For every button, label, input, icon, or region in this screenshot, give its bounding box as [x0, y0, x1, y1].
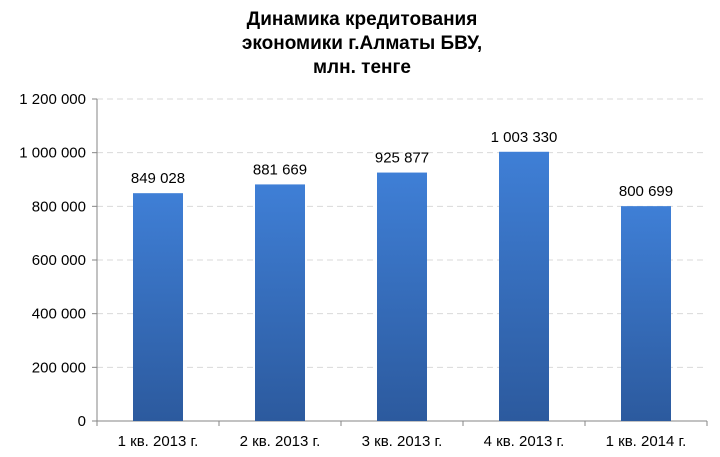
bar	[499, 151, 549, 421]
y-tick-label: 1 000 000	[19, 145, 86, 162]
y-tick-label: 600 000	[32, 252, 86, 269]
data-label: 881 669	[253, 161, 307, 178]
chart-title-line-2: экономики г.Алматы БВУ,	[242, 33, 482, 54]
y-tick-label: 0	[78, 413, 86, 430]
data-label: 849 028	[131, 170, 185, 187]
y-tick-label: 400 000	[32, 306, 86, 323]
chart-title-line-3: млн. тенге	[313, 57, 411, 78]
bar	[255, 184, 305, 421]
y-tick-label: 1 200 000	[19, 91, 86, 108]
bars	[133, 151, 671, 421]
x-tick-label: 1 кв. 2013 г.	[118, 433, 199, 450]
x-tick-label: 2 кв. 2013 г.	[240, 433, 321, 450]
labels: 0 200 000 400 000 600 000 800 000 1 000 000 1 …	[19, 91, 686, 450]
y-tick-label: 200 000	[32, 359, 86, 376]
bar	[621, 206, 671, 421]
x-tick-label: 4 кв. 2013 г.	[484, 433, 565, 450]
chart-title: Динамика кредитования экономики г.Алматы…	[242, 9, 482, 78]
bar	[133, 193, 183, 421]
data-label: 800 699	[619, 183, 673, 200]
y-tick-label: 800 000	[32, 198, 86, 215]
data-label: 925 877	[375, 150, 429, 167]
data-label: 1 003 330	[491, 129, 558, 146]
chart-title-line-1: Динамика кредитования	[247, 9, 478, 30]
bar	[377, 172, 427, 421]
x-tick-label: 1 кв. 2014 г.	[606, 433, 687, 450]
x-tick-label: 3 кв. 2013 г.	[362, 433, 443, 450]
